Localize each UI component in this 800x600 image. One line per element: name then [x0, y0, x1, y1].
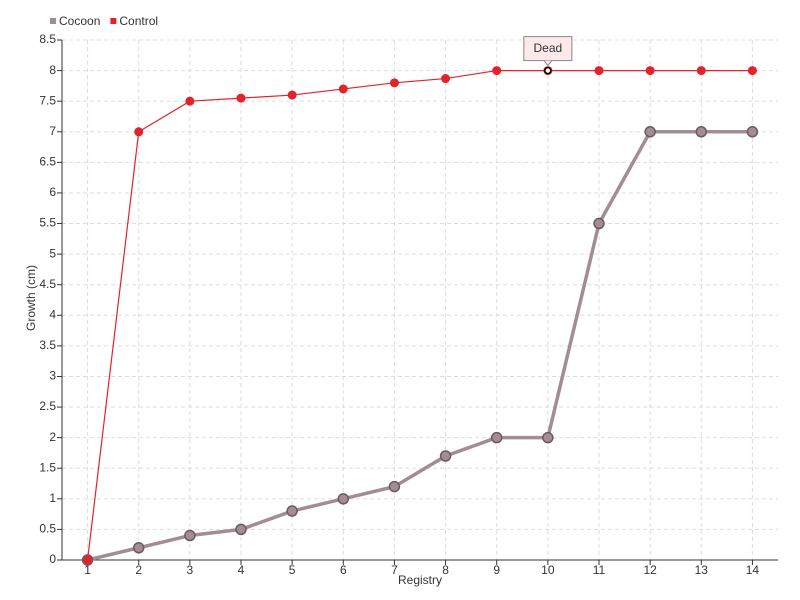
- data-point: [132, 542, 145, 554]
- data-point: [593, 217, 605, 230]
- data-point: [134, 127, 144, 137]
- x-tick-label: 12: [643, 563, 657, 577]
- y-tick-label: 4: [49, 307, 56, 321]
- y-tick-label: 1: [49, 491, 56, 505]
- x-tick-label: 6: [340, 563, 347, 577]
- y-tick-label: 3: [49, 369, 56, 383]
- y-tick-label: 6.5: [39, 155, 56, 169]
- data-point: [236, 93, 246, 103]
- data-point: [388, 480, 401, 493]
- data-point: [492, 66, 502, 76]
- data-point: [542, 431, 554, 444]
- annotation-pointer: [543, 60, 553, 67]
- data-point: [439, 450, 452, 462]
- data-point: [644, 126, 656, 138]
- y-tick-label: 5.5: [39, 216, 56, 230]
- data-point: [185, 96, 195, 106]
- data-point: [338, 84, 348, 94]
- data-point: [747, 66, 757, 76]
- annotation: Dead: [523, 36, 573, 67]
- data-point: [441, 74, 451, 84]
- data-point: [235, 523, 247, 536]
- data-point: [286, 505, 298, 517]
- x-tick-label: 7: [391, 563, 398, 577]
- y-tick-label: 1.5: [39, 460, 56, 474]
- x-tick-label: 13: [695, 563, 709, 577]
- legend-swatch: [50, 18, 56, 24]
- legend-swatch: [110, 18, 117, 24]
- y-tick-label: 4.5: [39, 277, 56, 291]
- data-point: [696, 66, 706, 76]
- x-tick-label: 2: [135, 563, 142, 577]
- y-tick-label: 8.5: [39, 32, 56, 46]
- y-tick-label: 0.5: [39, 522, 56, 536]
- data-point: [389, 78, 399, 88]
- x-tick-label: 11: [593, 563, 606, 577]
- data-point: [645, 66, 655, 76]
- legend-label: Control: [119, 14, 158, 28]
- x-axis-label: Registry: [398, 573, 442, 587]
- annotation-box: [523, 36, 573, 62]
- series-line: [86, 69, 753, 561]
- x-tick-label: 1: [84, 563, 91, 577]
- y-tick-label: 2.5: [39, 399, 56, 413]
- y-tick-label: 2: [49, 430, 56, 444]
- x-tick-label: 4: [238, 563, 245, 577]
- x-tick-label: 10: [541, 563, 555, 577]
- data-point: [746, 126, 759, 138]
- annotated-point: [544, 66, 552, 75]
- x-tick-label: 9: [493, 563, 500, 577]
- data-point: [490, 431, 503, 444]
- data-point: [695, 126, 708, 138]
- y-tick-label: 8: [49, 63, 56, 77]
- y-tick-label: 7: [49, 124, 56, 138]
- x-tick-label: 8: [442, 563, 449, 577]
- data-point: [287, 90, 297, 100]
- data-point: [337, 493, 350, 505]
- y-tick-label: 3.5: [39, 338, 56, 352]
- data-point: [83, 555, 93, 565]
- annotation-text: Dead: [534, 41, 563, 55]
- y-axis-label: Growth (cm): [24, 265, 38, 331]
- y-tick-label: 5: [49, 246, 56, 260]
- series-line: [87, 130, 753, 562]
- x-tick-label: 3: [187, 563, 194, 577]
- y-tick-label: 7.5: [39, 93, 56, 107]
- x-tick-label: 5: [289, 563, 296, 577]
- y-tick-label: 0: [49, 552, 56, 566]
- data-point: [184, 529, 196, 542]
- y-tick-label: 6: [49, 185, 56, 199]
- x-tick-label: 14: [746, 563, 760, 577]
- legend-label: Cocoon: [59, 14, 100, 28]
- data-point: [594, 66, 604, 76]
